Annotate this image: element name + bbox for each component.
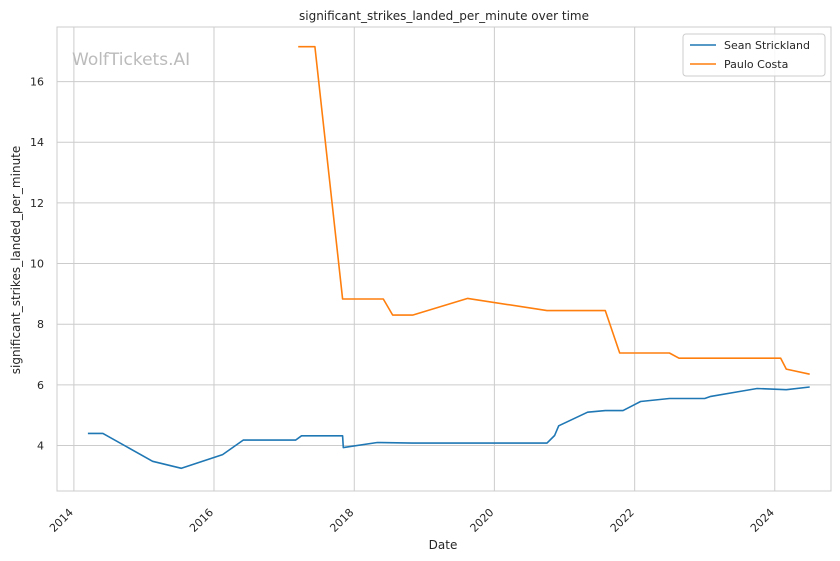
y-tick-label-16: 16	[30, 76, 44, 89]
watermark-text: WolfTickets.AI	[72, 50, 190, 70]
series-layer	[87, 45, 810, 470]
legend: Sean Strickland Paulo Costa	[682, 33, 826, 77]
y-tick-label-10: 10	[30, 258, 44, 271]
y-tick-label-12: 12	[30, 197, 44, 210]
y-tick-label-4: 4	[37, 440, 44, 453]
y-axis: 4 6 8 10 12 14 16	[30, 76, 44, 453]
y-tick-label-8: 8	[37, 318, 44, 331]
grid	[57, 27, 831, 491]
y-axis-label: significant_strikes_landed_per_minute	[9, 146, 23, 375]
legend-label-strickland: Sean Strickland	[724, 39, 810, 52]
legend-box	[682, 33, 826, 77]
y-tick-label-14: 14	[30, 136, 44, 149]
series-line-sean-strickland	[87, 386, 810, 470]
plot-area	[56, 26, 832, 492]
chart-title: significant_strikes_landed_per_minute ov…	[299, 9, 589, 23]
series-line-paulo-costa	[298, 45, 810, 375]
x-axis-label: Date	[429, 538, 458, 552]
y-tick-label-6: 6	[37, 379, 44, 392]
legend-label-costa: Paulo Costa	[724, 58, 788, 71]
